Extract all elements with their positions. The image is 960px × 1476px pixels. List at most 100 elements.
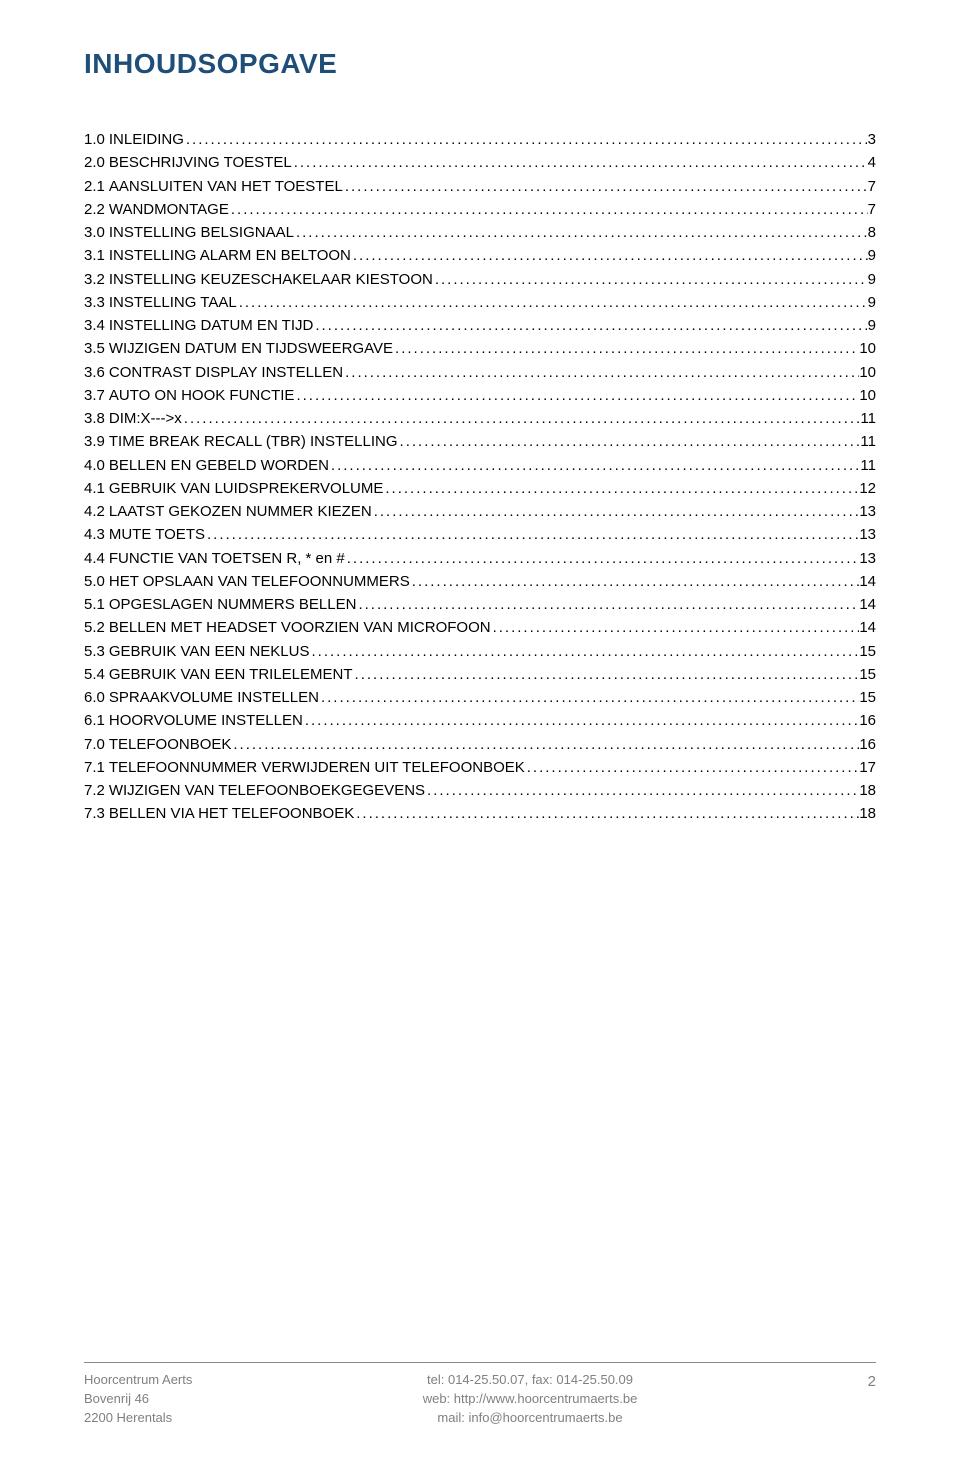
footer-city: 2200 Herentals [84,1409,192,1428]
toc-entry: 3.4 INSTELLING DATUM EN TIJD9 [84,314,876,337]
footer: Hoorcentrum Aerts Bovenrij 46 2200 Heren… [84,1362,876,1428]
toc-entry-page: 7 [868,175,876,198]
toc-entry-label: GEBRUIK VAN LUIDSPREKERVOLUME [105,477,384,500]
toc-leader-dots [354,802,859,825]
toc-leader-dots [237,291,868,314]
toc-entry-number: 2.2 [84,198,105,221]
page-title: INHOUDSOPGAVE [84,48,876,80]
toc-entry-label: INSTELLING TAAL [105,291,237,314]
toc-leader-dots [425,779,859,802]
toc-entry: 4.1 GEBRUIK VAN LUIDSPREKERVOLUME12 [84,477,876,500]
toc-entry-number: 4.4 [84,547,105,570]
toc-entry: 3.3 INSTELLING TAAL 9 [84,291,876,314]
toc-entry-page: 10 [859,384,876,407]
toc-leader-dots [313,314,867,337]
toc-entry-label: WANDMONTAGE [105,198,229,221]
toc-leader-dots [294,221,868,244]
toc-entry-label: TELEFOONBOEK [105,733,232,756]
toc-entry-page: 13 [859,500,876,523]
toc-leader-dots [182,407,861,430]
toc-entry-page: 9 [868,268,876,291]
toc-entry: 3.2 INSTELLING KEUZESCHAKELAAR KIESTOON9 [84,268,876,291]
toc-leader-dots [345,547,860,570]
toc-entry-number: 7.3 [84,802,105,825]
toc-entry-label: BELLEN VIA HET TELEFOONBOEK [105,802,354,825]
toc-entry: 2.2 WANDMONTAGE 7 [84,198,876,221]
toc-leader-dots [356,593,859,616]
toc-entry-label: LAATST GEKOZEN NUMMER KIEZEN [105,500,372,523]
toc-entry-page: 10 [859,361,876,384]
toc-entry-number: 3.2 [84,268,105,291]
toc-entry-label: FUNCTIE VAN TOETSEN R, * en # [105,547,345,570]
toc-leader-dots [410,570,860,593]
toc-entry-label: AANSLUITEN VAN HET TOESTEL [105,175,343,198]
toc-entry-page: 15 [859,663,876,686]
toc-entry: 5.3 GEBRUIK VAN EEN NEKLUS15 [84,640,876,663]
toc-entry-label: WIJZIGEN VAN TELEFOONBOEKGEGEVENS [105,779,425,802]
toc-leader-dots [393,337,859,360]
footer-street: Bovenrij 46 [84,1390,192,1409]
toc-entry-label: TIME BREAK RECALL (TBR) INSTELLING [105,430,398,453]
toc-leader-dots [231,733,859,756]
toc-list: 1.0 INLEIDING32.0 BESCHRIJVING TOESTEL42… [84,128,876,826]
toc-entry-page: 11 [860,430,876,453]
toc-entry-number: 6.1 [84,709,105,732]
toc-entry-page: 13 [859,547,876,570]
toc-leader-dots [343,175,868,198]
toc-entry: 3.7 AUTO ON HOOK FUNCTIE10 [84,384,876,407]
toc-entry-page: 18 [859,802,876,825]
page-container: INHOUDSOPGAVE 1.0 INLEIDING32.0 BESCHRIJ… [0,0,960,1476]
toc-entry-number: 5.0 [84,570,105,593]
toc-entry: 2.1 AANSLUITEN VAN HET TOESTEL 7 [84,175,876,198]
toc-entry-number: 3.3 [84,291,105,314]
toc-leader-dots [309,640,859,663]
toc-entry-page: 9 [868,291,876,314]
toc-leader-dots [343,361,859,384]
toc-entry-page: 17 [859,756,876,779]
toc-leader-dots [184,128,868,151]
footer-left: Hoorcentrum Aerts Bovenrij 46 2200 Heren… [84,1371,192,1428]
toc-leader-dots [294,384,859,407]
toc-entry-page: 12 [859,477,876,500]
toc-entry-label: BELLEN MET HEADSET VOORZIEN VAN MICROFOO… [105,616,491,639]
toc-entry-number: 7.1 [84,756,105,779]
toc-entry-page: 9 [868,244,876,267]
toc-entry-number: 3.8 [84,407,105,430]
toc-entry: 6.0 SPRAAKVOLUME INSTELLEN15 [84,686,876,709]
toc-entry-page: 11 [860,407,876,430]
toc-entry-page: 14 [859,616,876,639]
toc-entry-number: 3.6 [84,361,105,384]
toc-entry-label: BELLEN EN GEBELD WORDEN [105,454,329,477]
toc-entry: 3.8 DIM:X--->x11 [84,407,876,430]
toc-entry-page: 8 [868,221,876,244]
toc-leader-dots [319,686,859,709]
toc-leader-dots [229,198,868,221]
toc-entry-page: 3 [868,128,876,151]
toc-entry-page: 18 [859,779,876,802]
toc-entry: 3.9 TIME BREAK RECALL (TBR) INSTELLING 11 [84,430,876,453]
toc-leader-dots [525,756,860,779]
toc-entry: 1.0 INLEIDING3 [84,128,876,151]
footer-web: web: http://www.hoorcentrumaerts.be [192,1390,867,1409]
toc-leader-dots [303,709,860,732]
toc-entry-number: 3.9 [84,430,105,453]
toc-entry-number: 4.0 [84,454,105,477]
toc-entry-label: CONTRAST DISPLAY INSTELLEN [105,361,343,384]
toc-entry: 7.2 WIJZIGEN VAN TELEFOONBOEKGEGEVENS18 [84,779,876,802]
toc-entry: 5.4 GEBRUIK VAN EEN TRILELEMENT15 [84,663,876,686]
footer-mail: mail: info@hoorcentrumaerts.be [192,1409,867,1428]
toc-leader-dots [329,454,861,477]
toc-entry-label: INSTELLING ALARM EN BELTOON [105,244,351,267]
footer-page-number: 2 [868,1371,876,1428]
toc-entry-page: 10 [859,337,876,360]
toc-entry-page: 15 [859,640,876,663]
toc-entry-number: 4.3 [84,523,105,546]
footer-org: Hoorcentrum Aerts [84,1371,192,1390]
toc-entry-page: 7 [868,198,876,221]
footer-center: tel: 014-25.50.07, fax: 014-25.50.09 web… [192,1371,867,1428]
toc-entry-page: 11 [860,454,876,477]
toc-entry-number: 2.1 [84,175,105,198]
toc-leader-dots [372,500,860,523]
toc-entry-number: 4.2 [84,500,105,523]
toc-entry-page: 16 [859,709,876,732]
